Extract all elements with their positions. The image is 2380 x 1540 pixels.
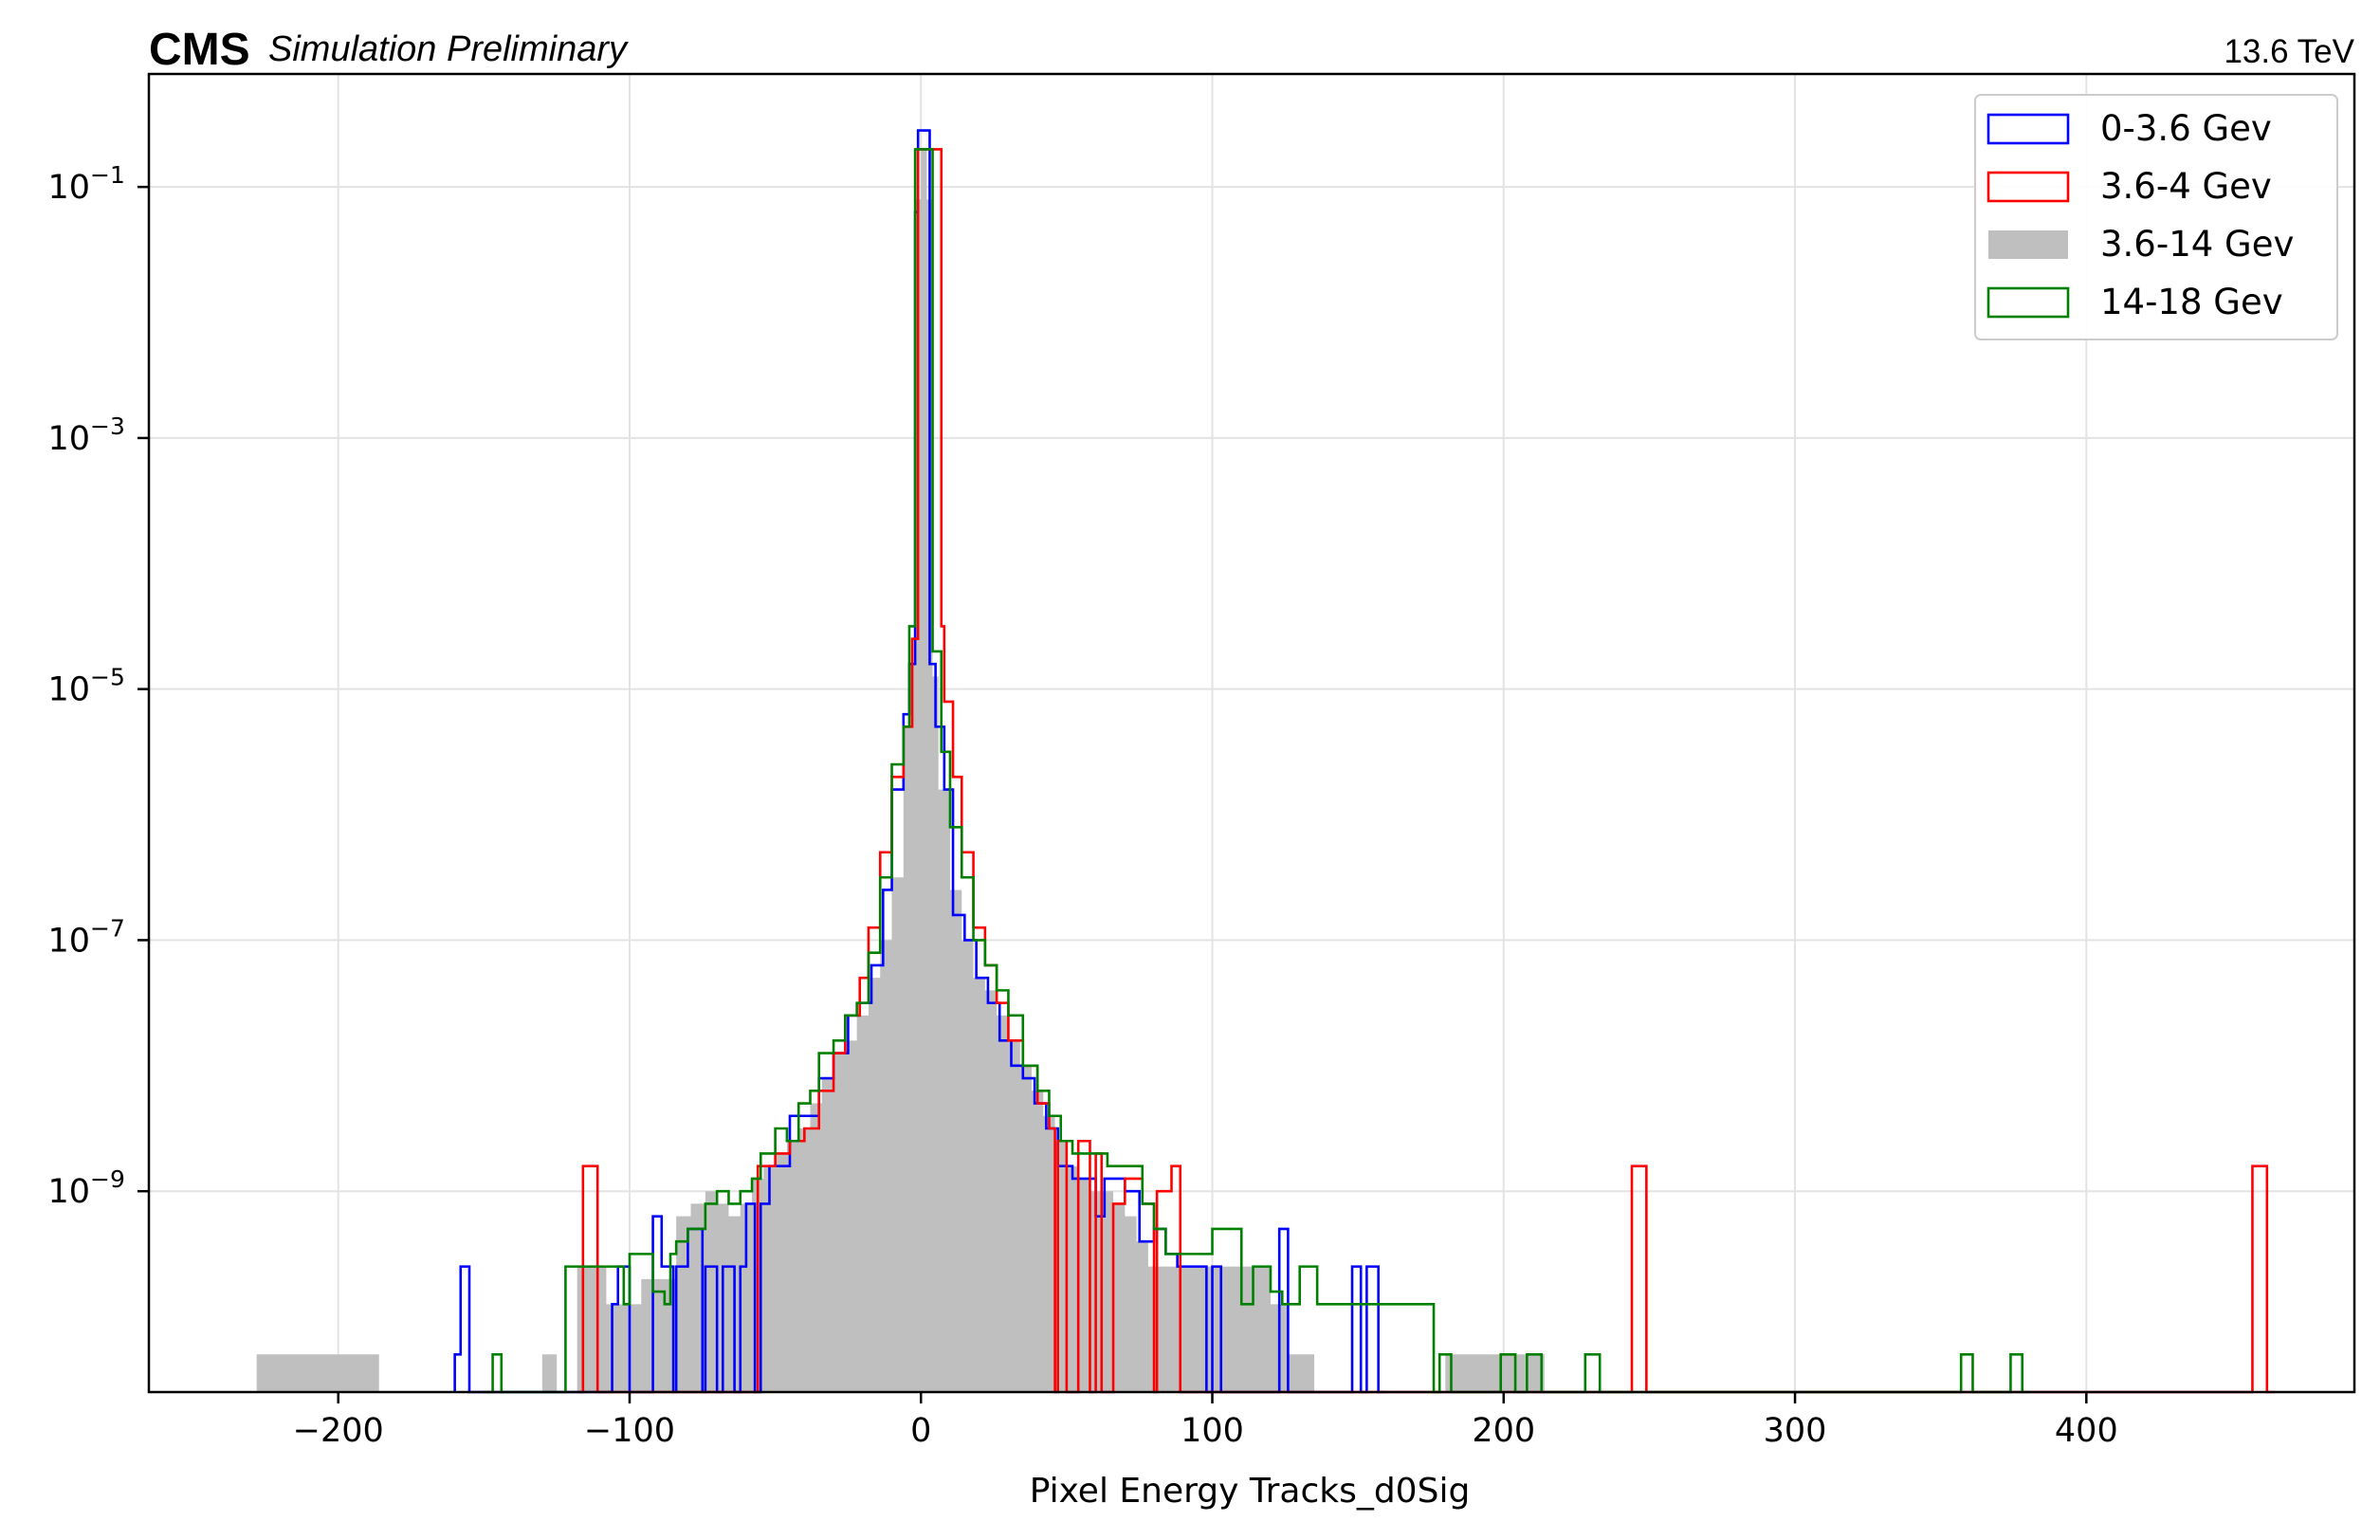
cms-label: CMS	[149, 25, 250, 75]
legend-label: 3.6-4 Gev	[2100, 166, 2272, 207]
x-tick-label: 0	[910, 1412, 931, 1450]
y-tick-label: 10	[47, 671, 90, 709]
y-tick-label: 10	[47, 169, 90, 207]
x-tick-label: 200	[1472, 1412, 1535, 1450]
x-tick-label: 100	[1181, 1412, 1244, 1450]
legend-box	[1974, 94, 2338, 340]
legend-label: 3.6-14 Gev	[2100, 224, 2294, 265]
legend-swatch	[1988, 230, 2068, 259]
energy-label: 13.6 TeV	[2224, 33, 2354, 70]
y-tick-exponent: −7	[90, 914, 125, 942]
x-tick-label: 300	[1764, 1412, 1827, 1450]
x-axis-ticks: −200 −100 0 100 200 300 400	[293, 1392, 2118, 1450]
legend-swatch	[1986, 171, 2070, 203]
y-tick-label: 10	[47, 922, 90, 960]
cms-status-label: Simulation Preliminary	[268, 29, 629, 69]
legend: 0-3.6 Gev 3.6-4 Gev 3.6-14 Gev 14-18 Gev	[1974, 94, 2338, 340]
y-tick-label: 10	[47, 1173, 90, 1211]
legend-label: 0-3.6 Gev	[2100, 108, 2272, 149]
y-tick-exponent: −9	[90, 1165, 125, 1193]
legend-swatch	[1986, 113, 2070, 145]
y-tick-label: 10	[47, 420, 90, 458]
series-14-18-gev	[484, 148, 2030, 1394]
y-axis-ticks: 10−110−310−510−710−9	[47, 161, 149, 1211]
legend-swatch	[1986, 286, 2070, 319]
y-tick-exponent: −5	[90, 664, 125, 691]
x-tick-label: 400	[2055, 1412, 2118, 1450]
y-tick-exponent: −3	[90, 412, 125, 440]
x-tick-label: −200	[293, 1412, 384, 1450]
legend-label: 14-18 Gev	[2100, 282, 2283, 322]
y-tick-exponent: −1	[90, 161, 125, 189]
plot-frame	[147, 72, 2356, 1394]
x-axis-title: Pixel Energy Tracks_d0Sig	[1030, 1472, 1471, 1511]
x-tick-label: −100	[584, 1412, 675, 1450]
